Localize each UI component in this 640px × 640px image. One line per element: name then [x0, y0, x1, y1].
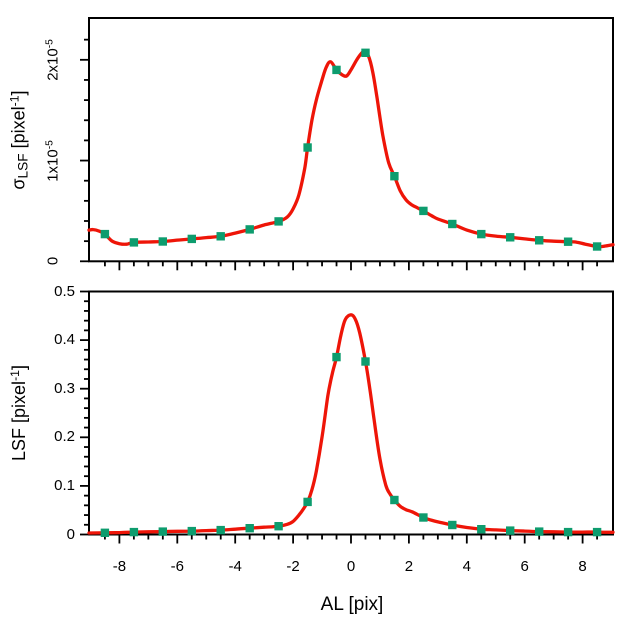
lsf-samples-marker	[506, 526, 515, 535]
sigma-lsf-curve	[87, 50, 615, 249]
lsf-samples-marker	[361, 357, 370, 366]
lsf-samples-marker	[419, 513, 428, 522]
lsf-samples-marker	[274, 522, 283, 531]
sigma-lsf-samples-marker	[506, 233, 515, 242]
lsf-samples-marker	[448, 520, 457, 530]
lsf-curve	[87, 313, 615, 535]
lsf-samples-marker	[477, 525, 486, 534]
lsf-samples-marker	[390, 495, 399, 505]
lsf-samples-marker	[563, 527, 573, 537]
sigma-lsf-panel-frame	[88, 17, 614, 263]
lsf-samples-marker	[129, 527, 139, 537]
lsf-samples-marker	[158, 527, 167, 536]
sigma-lsf-samples-marker	[303, 143, 312, 152]
lsf-panel-frame	[88, 290, 614, 536]
sigma-lsf-samples-marker	[158, 237, 167, 246]
lsf-samples-marker	[303, 497, 312, 507]
sigma-lsf-samples-marker	[332, 65, 341, 75]
sigma-lsf-samples-marker	[419, 206, 428, 216]
al-x-axis-title: AL [pix]	[320, 594, 384, 615]
sigma-lsf-samples-marker	[563, 237, 573, 246]
sigma-lsf-samples-marker	[448, 219, 457, 229]
sigma-lsf-samples-marker	[592, 242, 602, 251]
lsf-y-axis-title: LSF [pixel-1]	[7, 365, 30, 461]
sigma-lsf-samples-marker	[245, 225, 254, 234]
sigma-lsf-y-axis-title: σLSF [pixel-1]	[7, 89, 31, 190]
sigma-lsf-samples-marker	[390, 172, 399, 181]
sigma-lsf-samples-marker	[216, 232, 225, 241]
lsf-samples-marker	[332, 352, 341, 362]
sigma-lsf-samples-marker	[129, 238, 139, 247]
sigma-lsf-samples-marker	[535, 236, 544, 245]
sigma-lsf-samples-marker	[361, 48, 370, 57]
lsf-samples-marker	[592, 527, 602, 537]
lsf-samples-marker	[216, 525, 225, 535]
sigma-lsf-samples-marker	[100, 229, 110, 239]
lsf-samples-marker	[245, 524, 254, 533]
lsf-samples-marker	[535, 527, 544, 536]
lsf-samples-marker	[100, 528, 110, 537]
sigma-lsf-samples-marker	[274, 217, 283, 226]
sigma-lsf-samples-marker	[477, 229, 486, 239]
sigma-lsf-samples-marker	[187, 234, 196, 244]
lsf-samples-marker	[187, 526, 196, 536]
